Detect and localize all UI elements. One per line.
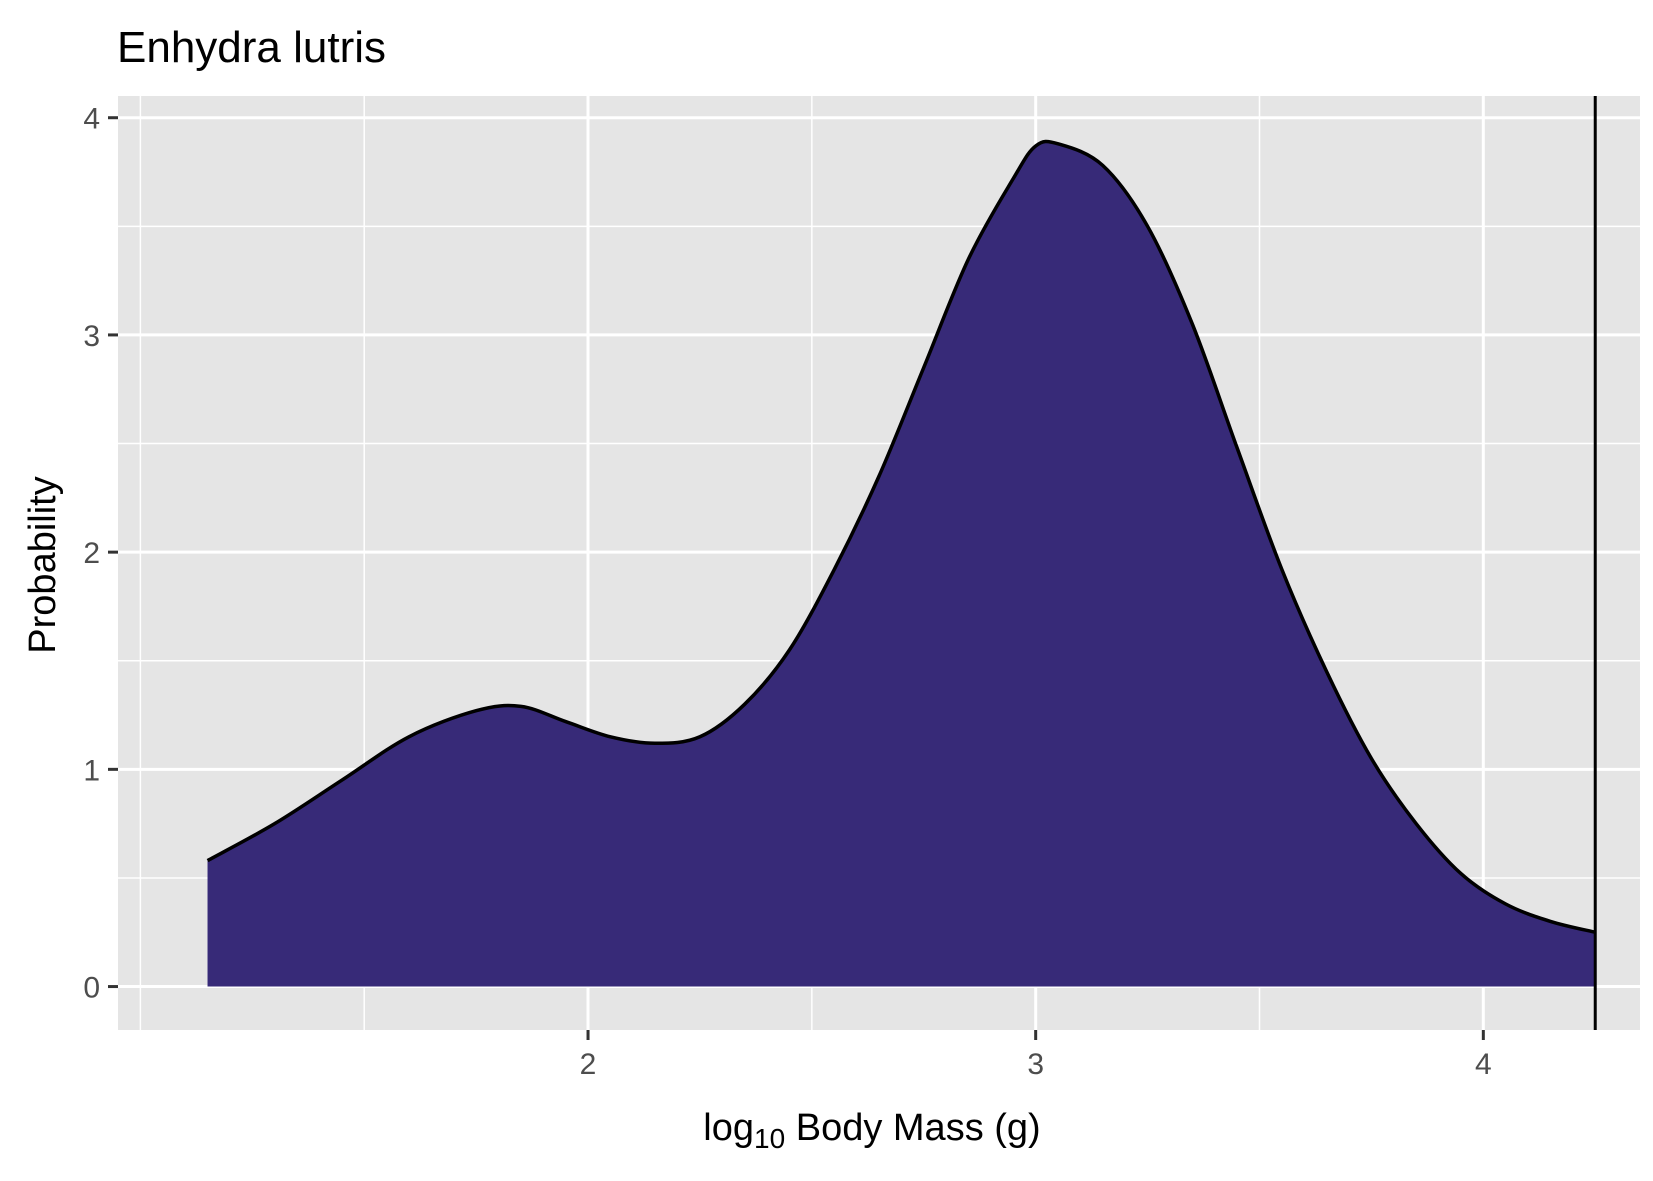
x-axis-title: log10 Body Mass (g) (703, 1107, 1040, 1154)
x-axis-title-rest: Body Mass (g) (785, 1107, 1041, 1149)
y-axis-title: Probability (22, 476, 64, 653)
density-area (206, 139, 1596, 987)
y-tick-label: 2 (83, 537, 100, 570)
density-fill (207, 141, 1596, 987)
density-curve (206, 139, 1596, 934)
x-tick-label: 3 (1027, 1048, 1044, 1081)
x-axis: 2 3 4 (580, 1030, 1492, 1081)
x-axis-title-base: log (703, 1107, 754, 1149)
x-tick-label: 4 (1475, 1048, 1492, 1081)
chart-title: Enhydra lutris (117, 23, 386, 72)
y-tick-label: 4 (83, 103, 100, 136)
y-tick-label: 0 (83, 972, 100, 1005)
y-tick-label: 3 (83, 320, 100, 353)
y-axis: 0 1 2 3 4 (83, 103, 118, 1005)
x-tick-label: 2 (580, 1048, 597, 1081)
y-tick-label: 1 (83, 754, 100, 787)
x-axis-title-subscript: 10 (754, 1123, 785, 1154)
